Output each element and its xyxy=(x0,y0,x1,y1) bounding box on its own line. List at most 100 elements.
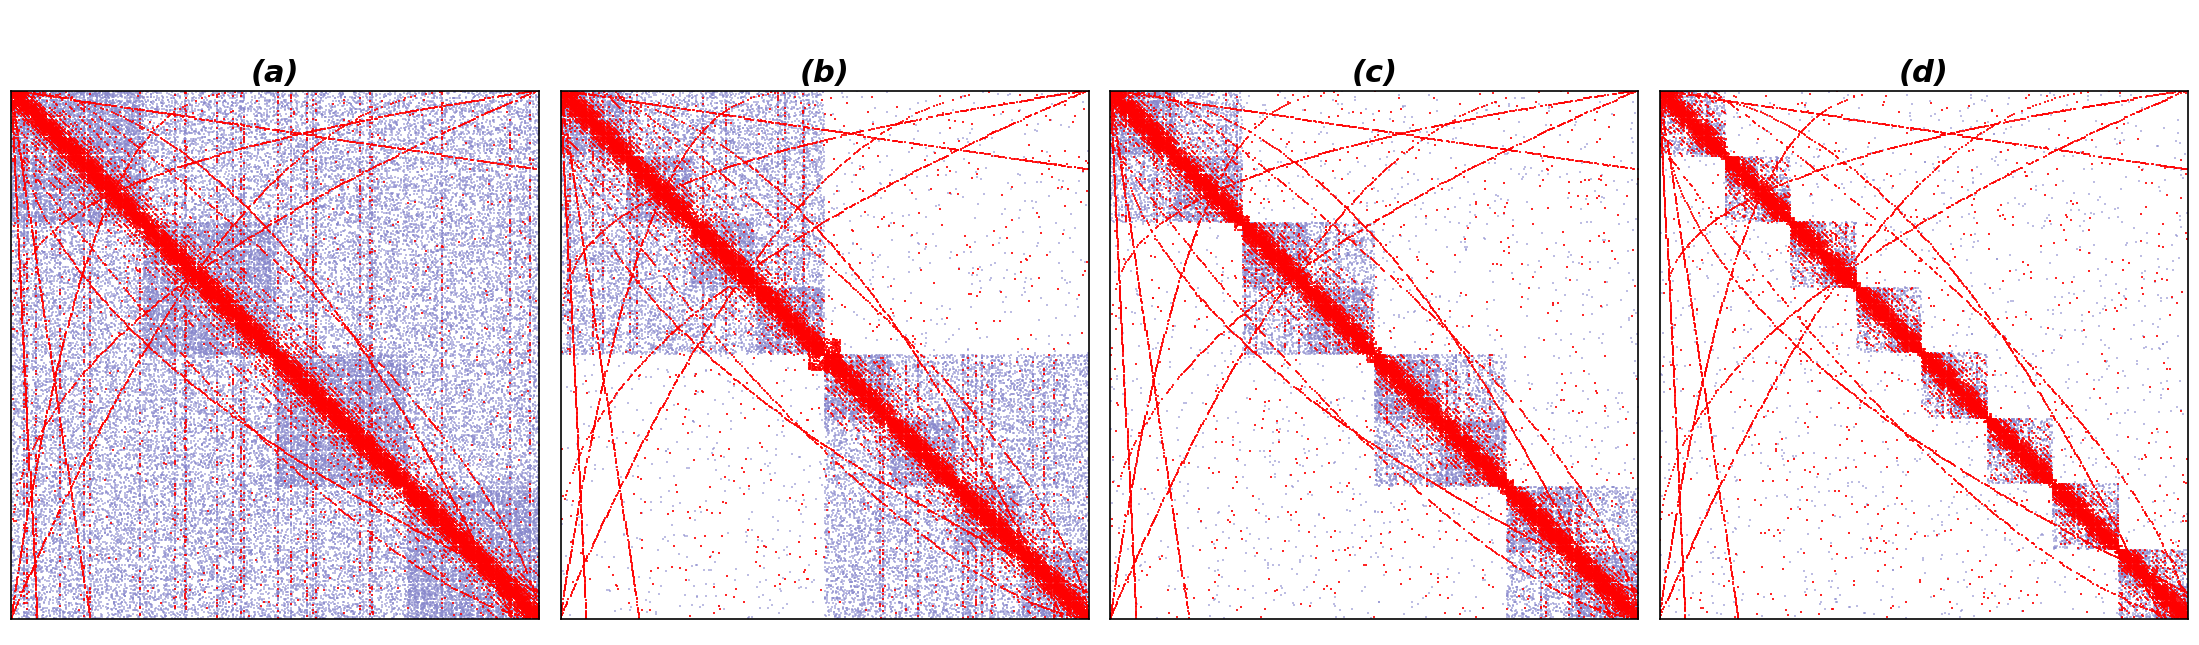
Point xyxy=(585,112,620,123)
Point xyxy=(1280,274,1315,284)
Point xyxy=(172,304,207,314)
Point xyxy=(475,188,510,199)
Point xyxy=(132,223,167,233)
Point xyxy=(556,86,592,96)
Point xyxy=(42,208,77,218)
Point xyxy=(59,257,95,268)
Point xyxy=(1007,535,1042,546)
Point xyxy=(477,387,512,397)
Point xyxy=(1163,211,1198,221)
Point xyxy=(356,457,391,467)
Point xyxy=(1691,127,1726,137)
Point xyxy=(374,457,409,467)
Point xyxy=(873,170,908,180)
Point xyxy=(1733,177,1768,187)
Point xyxy=(1689,90,1724,101)
Point xyxy=(1176,177,1212,187)
Point xyxy=(7,337,42,348)
Point xyxy=(18,188,53,199)
Point xyxy=(627,166,662,177)
Point xyxy=(1399,193,1434,203)
Point xyxy=(1031,521,1067,531)
Point xyxy=(963,357,998,368)
Point xyxy=(699,238,734,248)
Point xyxy=(636,125,671,135)
Point xyxy=(477,562,512,573)
Point xyxy=(81,221,117,232)
Point xyxy=(1218,121,1253,131)
Point xyxy=(866,412,902,422)
Point xyxy=(1179,160,1214,170)
Point xyxy=(930,400,965,410)
Point xyxy=(589,132,625,142)
Point xyxy=(1029,551,1064,561)
Point xyxy=(1161,198,1196,208)
Point xyxy=(1698,215,1733,225)
Point xyxy=(354,213,389,224)
Point xyxy=(1229,233,1264,243)
Point xyxy=(391,413,427,424)
Point xyxy=(438,559,473,570)
Point xyxy=(761,134,796,144)
Point xyxy=(1649,117,1684,127)
Point xyxy=(493,516,528,526)
Point xyxy=(1027,430,1062,441)
Point xyxy=(592,137,627,147)
Point xyxy=(35,103,70,113)
Point xyxy=(677,215,712,225)
Point xyxy=(202,301,237,311)
Point xyxy=(1467,441,1502,451)
Point xyxy=(622,160,658,170)
Point xyxy=(913,453,948,464)
Point xyxy=(671,121,706,131)
Point xyxy=(829,406,864,417)
Point xyxy=(794,216,829,226)
Point xyxy=(1867,287,1902,297)
Point xyxy=(548,88,583,98)
Point xyxy=(253,228,288,239)
Point xyxy=(290,102,325,112)
Point xyxy=(1381,401,1416,411)
Point xyxy=(919,404,954,414)
Point xyxy=(734,129,770,139)
Point xyxy=(1256,251,1291,261)
Point xyxy=(323,373,358,384)
Point xyxy=(1161,159,1196,169)
Point xyxy=(290,372,325,382)
Point xyxy=(248,104,284,114)
Point xyxy=(301,393,336,404)
Point xyxy=(2080,515,2115,525)
Point xyxy=(668,552,704,562)
Point xyxy=(110,159,145,169)
Point xyxy=(820,203,855,213)
Point xyxy=(1660,89,1695,99)
Point xyxy=(1137,110,1172,121)
Point xyxy=(561,122,596,132)
Point xyxy=(235,288,270,298)
Point xyxy=(625,170,660,181)
Point xyxy=(207,274,242,284)
Point xyxy=(248,219,284,230)
Point xyxy=(51,139,86,149)
Point xyxy=(554,91,589,101)
Point xyxy=(2023,463,2058,473)
Point xyxy=(585,274,620,284)
Point xyxy=(387,463,422,473)
Point xyxy=(1190,180,1225,190)
Point xyxy=(121,145,156,155)
Point xyxy=(605,269,640,279)
Point xyxy=(253,217,288,227)
Point xyxy=(1113,196,1148,206)
Point xyxy=(772,328,807,338)
Point xyxy=(37,250,73,260)
Point xyxy=(88,159,123,169)
Point xyxy=(924,110,959,121)
Point xyxy=(1447,232,1482,242)
Point xyxy=(2151,582,2186,592)
Point xyxy=(1311,306,1346,316)
Point xyxy=(754,117,789,127)
Point xyxy=(81,200,117,210)
Point xyxy=(855,395,891,405)
Point xyxy=(389,498,424,508)
Point xyxy=(248,499,284,510)
